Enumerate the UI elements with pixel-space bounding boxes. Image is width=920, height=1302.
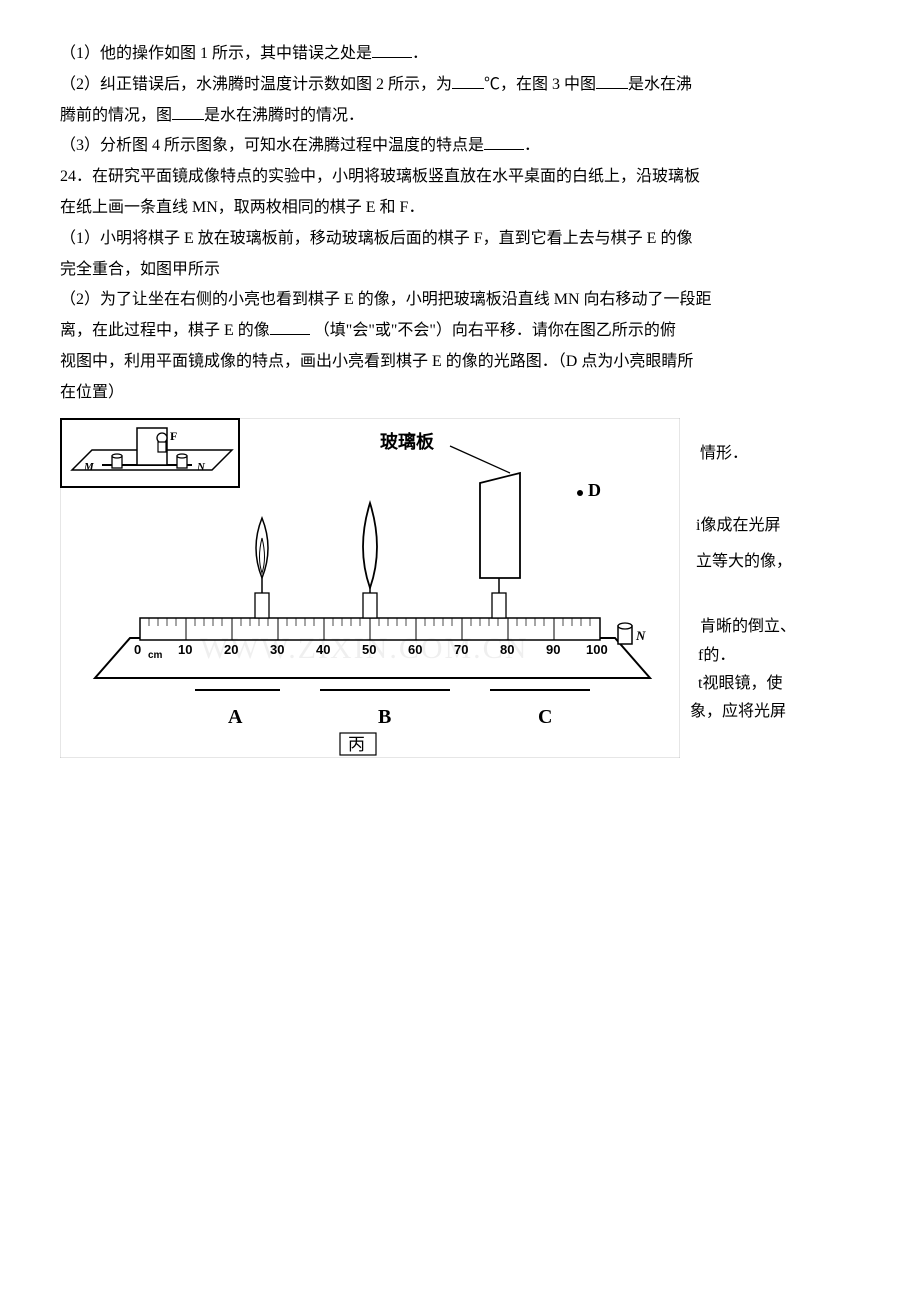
blank-fill <box>596 73 628 89</box>
frag-4: 肯晰的倒立、 <box>700 613 796 642</box>
svg-text:100: 100 <box>586 642 608 657</box>
frag-2: i像成在光屏 <box>696 512 780 541</box>
q24-1b: 完全重合，如图甲所示 <box>60 256 860 285</box>
frag-5: f的． <box>698 642 735 671</box>
label-D: D <box>588 480 601 500</box>
q23-2d: 腾前的情况，图 <box>60 107 172 124</box>
label-F: F <box>170 429 177 443</box>
watermark: WWW.ZIXIN.COM.CN <box>200 632 528 665</box>
svg-text:M: M <box>83 461 95 473</box>
svg-text:N: N <box>635 628 646 643</box>
q24-intro-a: 24．在研究平面镜成像特点的实验中，小明将玻璃板竖直放在水平桌面的白纸上，沿玻璃… <box>60 163 860 192</box>
q24-2a: （2）为了让坐在右侧的小亮也看到棋子 E 的像，小明把玻璃板沿直线 MN 向右移… <box>60 286 860 315</box>
q23-1-period: ． <box>412 45 428 62</box>
svg-text:0: 0 <box>134 642 141 657</box>
label-C: C <box>538 706 552 728</box>
q24-2b-text: 离，在此过程中，棋子 E 的像 <box>60 322 270 339</box>
figure-container: F M N 玻璃板 D <box>60 418 860 758</box>
blank-fill <box>270 319 310 335</box>
blank-fill <box>372 42 412 58</box>
label-B: B <box>378 706 391 728</box>
q23-2c: 是水在沸 <box>628 76 692 93</box>
blank-fill <box>172 104 204 120</box>
frag-6: t视眼镜，使 <box>698 670 782 699</box>
q23-1-text: （1）他的操作如图 1 所示，其中错误之处是 <box>60 45 372 62</box>
blank-fill <box>452 73 484 89</box>
q24-2c: （填"会"或"不会"）向右平移．请你在图乙所示的俯 <box>314 322 676 339</box>
q23-3b: ． <box>524 137 540 154</box>
svg-text:90: 90 <box>546 642 560 657</box>
q23-2b: ℃，在图 3 中图 <box>484 76 596 93</box>
glass-label: 玻璃板 <box>380 431 435 452</box>
lens-B <box>363 503 377 618</box>
figure-jia: F M N <box>60 418 240 488</box>
q23-part3: （3）分析图 4 所示图象，可知水在沸腾过程中温度的特点是 ． <box>60 132 860 161</box>
q23-part1: （1）他的操作如图 1 所示，其中错误之处是 ． <box>60 40 860 69</box>
q23-3a: （3）分析图 4 所示图象，可知水在沸腾过程中温度的特点是 <box>60 137 484 154</box>
label-A: A <box>228 706 243 728</box>
q23-2a: （2）纠正错误后，水沸腾时温度计示数如图 2 所示，为 <box>60 76 452 93</box>
q24-2d: 视图中，利用平面镜成像的特点，画出小亮看到棋子 E 的像的光路图．（D 点为小亮… <box>60 348 860 377</box>
q24-2b: 离，在此过程中，棋子 E 的像 （填"会"或"不会"）向右平移．请你在图乙所示的… <box>60 317 860 346</box>
q23-part2-line2: 腾前的情况，图 是水在沸腾时的情况． <box>60 102 860 131</box>
q24-2e: 在位置） <box>60 379 860 408</box>
frag-3: 立等大的像， <box>696 548 792 577</box>
label-bing: 丙 <box>348 735 365 754</box>
frag-1: 情形． <box>700 440 748 469</box>
document-content: （1）他的操作如图 1 所示，其中错误之处是 ． （2）纠正错误后，水沸腾时温度计… <box>60 40 860 758</box>
q23-2e: 是水在沸腾时的情况． <box>204 107 364 124</box>
blank-fill <box>484 134 524 150</box>
svg-text:cm: cm <box>148 650 163 661</box>
svg-text:N: N <box>196 461 206 473</box>
svg-text:10: 10 <box>178 642 192 657</box>
q24-1a: （1）小明将棋子 E 放在玻璃板前，移动玻璃板后面的棋子 F，直到它看上去与棋子… <box>60 225 860 254</box>
frag-7: 象，应将光屏 <box>690 698 786 727</box>
q23-part2-line1: （2）纠正错误后，水沸腾时温度计示数如图 2 所示，为 ℃，在图 3 中图 是水在沸 <box>60 71 860 100</box>
q24-intro-b: 在纸上画一条直线 MN，取两枚相同的棋子 E 和 F． <box>60 194 860 223</box>
